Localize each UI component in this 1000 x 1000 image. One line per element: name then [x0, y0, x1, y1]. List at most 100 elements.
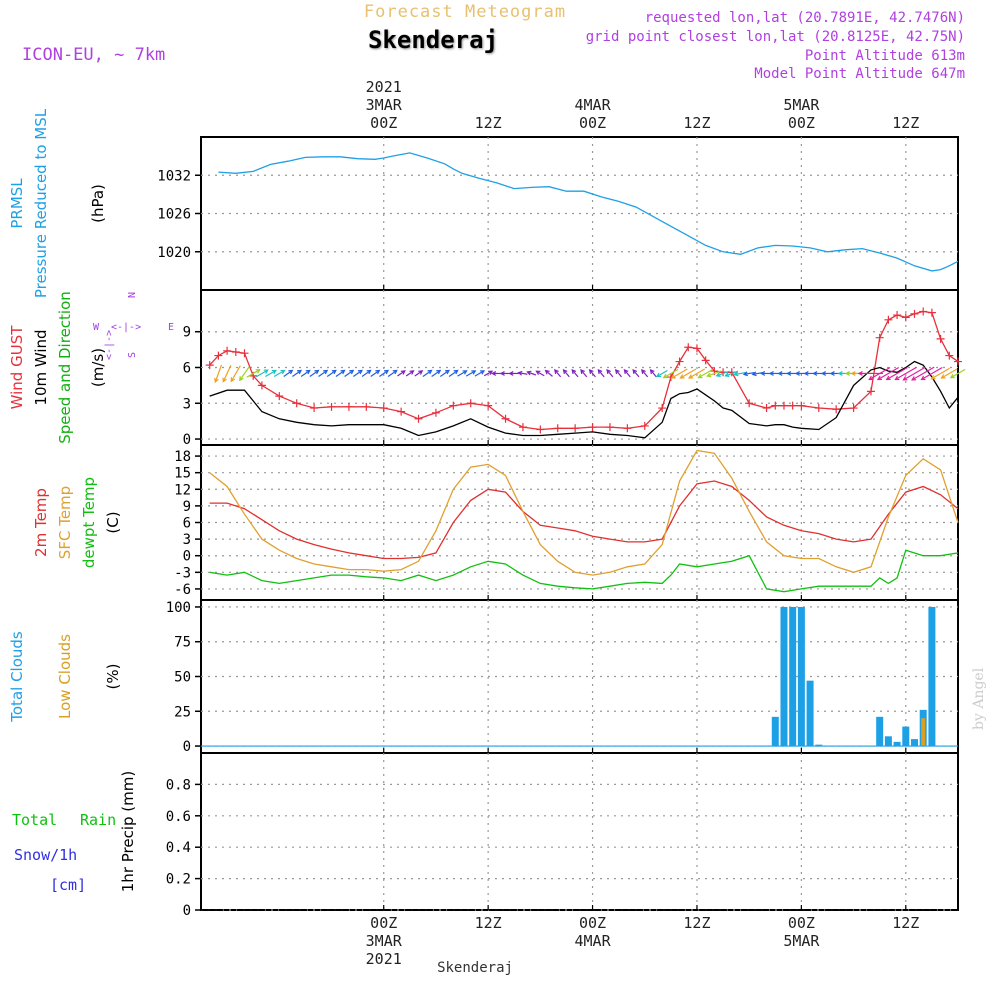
wind-arrow: [877, 366, 900, 380]
precip-legend-rain: Rain: [80, 811, 116, 829]
wind-arrow: [283, 369, 293, 377]
wind-arrow-head: [794, 371, 800, 376]
wind-arrow-head: [812, 371, 818, 376]
gust-marker: [849, 404, 858, 413]
gust-marker: [701, 356, 710, 365]
wind-arrow: [457, 370, 467, 377]
wind-arrow: [422, 369, 432, 377]
wind-arrow-head: [471, 370, 477, 375]
wind-arrow: [414, 370, 423, 377]
gust-marker: [945, 351, 954, 360]
model-altitude: Model Point Altitude 647m: [754, 66, 965, 82]
wind-arrow: [230, 365, 241, 382]
point-altitude: Point Altitude 613m: [805, 48, 965, 64]
wind-arrow: [431, 369, 441, 377]
precip-ytick-label: 0.2: [166, 872, 191, 888]
pressure-ytick-label: 1026: [157, 207, 191, 223]
wind-arrow-head: [614, 369, 620, 375]
wind-arrow-head: [427, 369, 433, 375]
wind-arrow-head: [724, 372, 730, 377]
y-axis-labels: PRMSL Pressure Reduced to MSL (hPa) Wind GU…: [8, 108, 137, 892]
wind-arrow-head: [786, 371, 792, 376]
time-label-bottom: 4MAR: [574, 932, 611, 950]
wind-ylabel: Speed and Direction: [56, 291, 74, 444]
pressure-ytick-label: 1020: [157, 245, 191, 261]
compass-east: E: [168, 322, 174, 333]
wind-arrow-head: [920, 375, 926, 381]
wind-arrow-head: [733, 371, 739, 377]
wind-arrow-head: [641, 369, 646, 375]
wind-arrow: [663, 368, 679, 379]
precip-legend-total: Total: [12, 811, 57, 829]
compass-west: W: [93, 322, 100, 333]
wind-arrow: [246, 369, 261, 378]
clouds-bar: [884, 736, 892, 747]
wind-arrow-head: [697, 373, 703, 379]
gust-marker: [936, 334, 945, 343]
wind-arrow-head: [222, 377, 227, 383]
gust-marker: [927, 308, 936, 317]
wind-arrow: [222, 365, 232, 382]
temperature-series-2: [209, 549, 959, 593]
wind-arrow-head: [803, 371, 809, 376]
wind-arrow-head: [742, 371, 748, 377]
wind-arrow-head: [296, 369, 303, 375]
wind-arrow: [671, 368, 688, 379]
wind-arrow: [465, 370, 476, 377]
wind-arrow: [650, 369, 657, 378]
wind-arrow-head: [331, 369, 337, 375]
wind-arrow: [580, 369, 588, 378]
wind-arrow: [571, 369, 579, 378]
wind-arrow-head: [323, 369, 329, 375]
wind-arrow-head: [255, 369, 261, 374]
watermark: by Angel: [971, 667, 987, 730]
gust-marker: [762, 404, 771, 413]
wind-arrow-head: [751, 371, 757, 377]
wind-arrow: [680, 368, 697, 379]
wind-arrow-head: [271, 369, 277, 375]
gust-marker: [605, 423, 614, 432]
wind-arrow-head: [902, 376, 908, 381]
wind-arrow-head: [499, 371, 505, 376]
gust-marker: [588, 423, 597, 432]
wind-arrow: [474, 370, 485, 377]
time-label-bottom: 00Z: [370, 914, 397, 932]
wind-arrow-head: [508, 371, 514, 376]
gust-marker: [257, 381, 266, 390]
gust-marker: [466, 399, 475, 408]
panel-wind: 0 3 6 9: [183, 289, 962, 448]
wind-ylabel: 10m Wind: [32, 329, 50, 405]
wind-arrow-head: [349, 369, 355, 375]
wind-arrow-head: [857, 371, 863, 376]
gust-marker: [214, 351, 223, 360]
wind-arrow-head: [876, 375, 883, 381]
compass-north: N: [127, 292, 138, 298]
wind-arrow-head: [479, 370, 486, 375]
temperature-ylabel: SFC Temp: [56, 486, 74, 559]
temperature-ytick-label: 12: [174, 482, 191, 498]
temperature-series-0: [209, 480, 959, 560]
gust-marker: [484, 401, 493, 410]
gust-marker: [553, 424, 562, 433]
time-label-top: 00Z: [579, 114, 606, 132]
wind-arrow-head: [239, 376, 244, 382]
gust-marker: [449, 401, 458, 410]
gust-marker: [310, 404, 319, 413]
precip-frame: [200, 752, 959, 911]
clouds-bar: [893, 741, 901, 747]
wind-arrow: [361, 369, 371, 377]
gust-marker: [640, 421, 649, 430]
wind-arrow: [379, 369, 389, 377]
gust-marker: [779, 401, 788, 410]
wind-arrow-head: [526, 370, 532, 376]
wind-arrow-head: [580, 369, 585, 375]
wind-arrow-head: [462, 370, 468, 375]
time-label-bottom: 5MAR: [783, 932, 820, 950]
wind-arrow-head: [366, 369, 372, 375]
clouds-bar: [921, 718, 926, 747]
wind-arrow-head: [214, 377, 219, 384]
precip-ytick-label: 0: [183, 903, 191, 919]
wind-arrow: [554, 369, 562, 378]
wind-arrow-head: [940, 374, 946, 379]
